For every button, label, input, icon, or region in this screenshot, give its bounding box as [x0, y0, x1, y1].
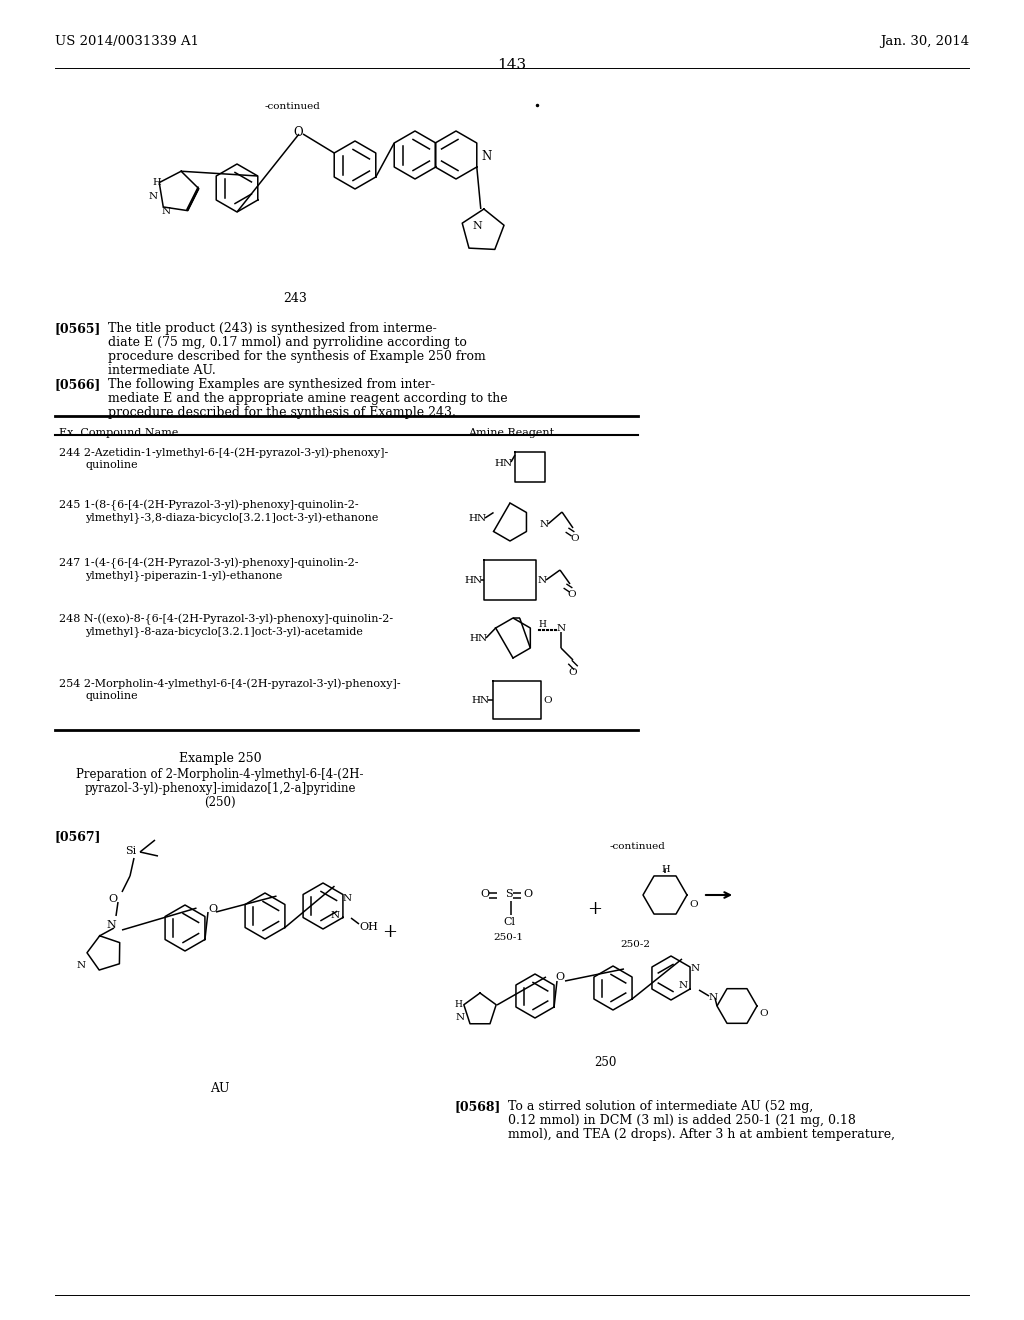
- Text: intermediate AU.: intermediate AU.: [108, 364, 216, 378]
- Text: N: N: [331, 911, 340, 920]
- Text: ylmethyl}-3,8-diaza-bicyclo[3.2.1]oct-3-yl)-ethanone: ylmethyl}-3,8-diaza-bicyclo[3.2.1]oct-3-…: [85, 513, 379, 524]
- Text: procedure described for the synthesis of Example 250 from: procedure described for the synthesis of…: [108, 350, 485, 363]
- Text: 250: 250: [594, 1056, 616, 1069]
- Text: O: O: [523, 888, 532, 899]
- Text: N: N: [679, 981, 688, 990]
- Text: 244 2-Azetidin-1-ylmethyl-6-[4-(2H-pyrazol-3-yl)-phenoxy]-: 244 2-Azetidin-1-ylmethyl-6-[4-(2H-pyraz…: [59, 447, 388, 458]
- Text: +: +: [383, 923, 397, 941]
- Text: US 2014/0031339 A1: US 2014/0031339 A1: [55, 36, 199, 48]
- Text: H: H: [662, 865, 670, 874]
- Text: [0566]: [0566]: [55, 378, 101, 391]
- Text: N: N: [77, 961, 86, 970]
- Text: mediate E and the appropriate amine reagent according to the: mediate E and the appropriate amine reag…: [108, 392, 508, 405]
- Text: H: H: [152, 178, 161, 187]
- Text: Cl: Cl: [503, 917, 515, 927]
- Text: N: N: [150, 191, 158, 201]
- Text: O: O: [759, 1008, 768, 1018]
- Text: O: O: [570, 535, 579, 543]
- Text: O: O: [480, 888, 489, 899]
- Text: Jan. 30, 2014: Jan. 30, 2014: [880, 36, 969, 48]
- Text: pyrazol-3-yl)-phenoxy]-imidazo[1,2-a]pyridine: pyrazol-3-yl)-phenoxy]-imidazo[1,2-a]pyr…: [84, 781, 355, 795]
- Text: mmol), and TEA (2 drops). After 3 h at ambient temperature,: mmol), and TEA (2 drops). After 3 h at a…: [508, 1129, 895, 1140]
- Text: 254 2-Morpholin-4-ylmethyl-6-[4-(2H-pyrazol-3-yl)-phenoxy]-: 254 2-Morpholin-4-ylmethyl-6-[4-(2H-pyra…: [59, 678, 400, 689]
- Text: The title product (243) is synthesized from interme-: The title product (243) is synthesized f…: [108, 322, 437, 335]
- Text: 250-2: 250-2: [620, 940, 650, 949]
- Text: -continued: -continued: [265, 102, 321, 111]
- Text: O: O: [108, 894, 117, 904]
- Text: N: N: [481, 150, 492, 162]
- Text: HN: HN: [464, 576, 482, 585]
- Text: N: N: [709, 993, 718, 1002]
- Text: Ex. Compound Name: Ex. Compound Name: [59, 428, 178, 438]
- Text: O: O: [689, 900, 697, 909]
- Text: O: O: [555, 972, 564, 982]
- Text: N: N: [456, 1012, 465, 1022]
- Text: quinoline: quinoline: [85, 690, 137, 701]
- Text: HN: HN: [494, 459, 512, 469]
- Text: [0568]: [0568]: [455, 1100, 502, 1113]
- Text: OH: OH: [359, 921, 378, 932]
- Text: ylmethyl}-8-aza-bicyclo[3.2.1]oct-3-yl)-acetamide: ylmethyl}-8-aza-bicyclo[3.2.1]oct-3-yl)-…: [85, 627, 362, 639]
- Text: [0567]: [0567]: [55, 830, 101, 843]
- Text: HN: HN: [471, 696, 489, 705]
- Text: H: H: [454, 1001, 462, 1008]
- Text: diate E (75 mg, 0.17 mmol) and pyrrolidine according to: diate E (75 mg, 0.17 mmol) and pyrrolidi…: [108, 337, 467, 348]
- Text: O: O: [293, 125, 303, 139]
- Text: procedure described for the synthesis of Example 243.: procedure described for the synthesis of…: [108, 407, 456, 418]
- Text: N: N: [691, 964, 700, 973]
- Text: O: O: [567, 590, 575, 599]
- Text: The following Examples are synthesized from inter-: The following Examples are synthesized f…: [108, 378, 435, 391]
- Text: O: O: [208, 904, 217, 913]
- Text: 143: 143: [498, 58, 526, 73]
- Text: S: S: [505, 888, 513, 899]
- Text: O: O: [568, 668, 577, 677]
- Text: -continued: -continued: [610, 842, 666, 851]
- Text: [0565]: [0565]: [55, 322, 101, 335]
- Text: N: N: [162, 207, 171, 216]
- Text: N: N: [557, 624, 566, 634]
- Text: 245 1-(8-{6-[4-(2H-Pyrazol-3-yl)-phenoxy]-quinolin-2-: 245 1-(8-{6-[4-(2H-Pyrazol-3-yl)-phenoxy…: [59, 500, 358, 511]
- Text: Example 250: Example 250: [178, 752, 261, 766]
- Text: To a stirred solution of intermediate AU (52 mg,: To a stirred solution of intermediate AU…: [508, 1100, 813, 1113]
- Text: Preparation of 2-Morpholin-4-ylmethyl-6-[4-(2H-: Preparation of 2-Morpholin-4-ylmethyl-6-…: [76, 768, 364, 781]
- Text: O: O: [543, 696, 552, 705]
- Text: Si: Si: [125, 846, 136, 855]
- Text: H: H: [538, 620, 546, 630]
- Text: N: N: [540, 520, 549, 529]
- Text: N: N: [538, 576, 547, 585]
- Text: HN: HN: [469, 634, 487, 643]
- Text: N: N: [106, 920, 116, 931]
- Text: N: N: [473, 220, 482, 231]
- Text: quinoline: quinoline: [85, 459, 137, 470]
- Text: AU: AU: [210, 1082, 229, 1096]
- Text: 243: 243: [283, 292, 307, 305]
- Text: N: N: [343, 894, 352, 903]
- Text: HN: HN: [468, 513, 486, 523]
- Text: 250-1: 250-1: [493, 933, 523, 942]
- Text: 248 N-((exo)-8-{6-[4-(2H-Pyrazol-3-yl)-phenoxy]-quinolin-2-: 248 N-((exo)-8-{6-[4-(2H-Pyrazol-3-yl)-p…: [59, 614, 393, 626]
- Text: 247 1-(4-{6-[4-(2H-Pyrazol-3-yl)-phenoxy]-quinolin-2-: 247 1-(4-{6-[4-(2H-Pyrazol-3-yl)-phenoxy…: [59, 558, 358, 569]
- Text: ylmethyl}-piperazin-1-yl)-ethanone: ylmethyl}-piperazin-1-yl)-ethanone: [85, 572, 283, 582]
- Text: (250): (250): [204, 796, 236, 809]
- Text: Amine Reagent: Amine Reagent: [468, 428, 554, 438]
- Text: +: +: [588, 900, 602, 917]
- Text: 0.12 mmol) in DCM (3 ml) is added 250-1 (21 mg, 0.18: 0.12 mmol) in DCM (3 ml) is added 250-1 …: [508, 1114, 856, 1127]
